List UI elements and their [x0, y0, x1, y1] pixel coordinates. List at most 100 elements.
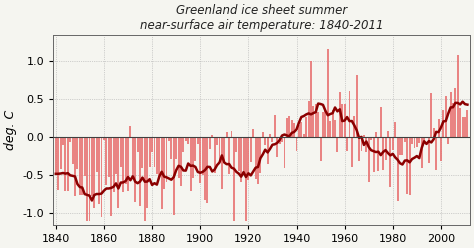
Bar: [120, 137, 122, 166]
Bar: [288, 116, 290, 137]
Bar: [201, 137, 204, 175]
Bar: [129, 126, 131, 137]
Bar: [105, 137, 107, 185]
Bar: [214, 137, 216, 173]
Bar: [137, 137, 138, 152]
Bar: [178, 137, 180, 178]
Bar: [329, 121, 331, 137]
Bar: [397, 137, 399, 201]
Bar: [57, 137, 59, 190]
Bar: [209, 137, 211, 149]
Bar: [190, 137, 191, 191]
Bar: [274, 115, 276, 137]
Bar: [264, 137, 266, 145]
Bar: [317, 112, 319, 137]
Bar: [272, 137, 273, 142]
Bar: [327, 49, 329, 137]
Bar: [428, 137, 430, 163]
Bar: [216, 137, 218, 145]
Bar: [384, 137, 386, 160]
Bar: [312, 106, 314, 137]
Bar: [341, 104, 343, 137]
Bar: [255, 137, 256, 179]
Bar: [455, 88, 456, 137]
Bar: [377, 137, 379, 171]
Bar: [450, 92, 452, 137]
Bar: [430, 93, 432, 137]
Bar: [339, 92, 341, 137]
Bar: [351, 137, 353, 167]
Bar: [322, 112, 324, 137]
Bar: [100, 137, 102, 217]
Bar: [353, 116, 355, 137]
Bar: [324, 111, 327, 137]
Bar: [243, 137, 245, 172]
Bar: [276, 137, 278, 157]
Bar: [406, 137, 408, 194]
Bar: [134, 137, 136, 202]
Bar: [113, 137, 115, 192]
Bar: [257, 137, 259, 184]
Bar: [233, 137, 235, 221]
Bar: [419, 137, 420, 143]
Bar: [84, 137, 86, 176]
Title: Greenland ice sheet summer
near-surface air temperature: 1840-2011: Greenland ice sheet summer near-surface …: [140, 4, 383, 32]
Bar: [319, 137, 321, 161]
Bar: [380, 107, 382, 137]
Bar: [421, 137, 423, 168]
Bar: [399, 137, 401, 155]
Bar: [416, 137, 418, 147]
Bar: [211, 135, 213, 137]
Bar: [462, 117, 464, 137]
Bar: [194, 137, 196, 161]
Bar: [127, 137, 129, 191]
Bar: [247, 137, 249, 181]
Bar: [197, 137, 199, 144]
Bar: [76, 137, 78, 169]
Bar: [93, 137, 95, 208]
Bar: [337, 137, 338, 152]
Bar: [221, 137, 223, 189]
Bar: [161, 137, 163, 209]
Bar: [334, 120, 336, 137]
Bar: [89, 137, 91, 221]
Bar: [173, 137, 175, 215]
Bar: [344, 104, 346, 137]
Bar: [411, 137, 413, 144]
Bar: [401, 137, 403, 155]
Bar: [464, 117, 466, 137]
Bar: [165, 137, 167, 182]
Bar: [55, 137, 57, 174]
Bar: [151, 137, 153, 152]
Bar: [144, 137, 146, 221]
Bar: [91, 137, 93, 196]
Bar: [62, 137, 64, 145]
Bar: [238, 137, 240, 171]
Bar: [363, 135, 365, 137]
Bar: [426, 137, 428, 138]
Bar: [452, 103, 454, 137]
Bar: [252, 129, 254, 137]
Bar: [296, 137, 298, 152]
Bar: [365, 137, 367, 152]
Bar: [447, 137, 449, 144]
Bar: [236, 137, 237, 152]
Bar: [204, 137, 206, 200]
Y-axis label: deg. C: deg. C: [4, 110, 17, 150]
Bar: [187, 137, 189, 144]
Bar: [457, 55, 459, 137]
Bar: [259, 137, 261, 173]
Bar: [132, 137, 134, 175]
Bar: [207, 137, 209, 203]
Bar: [281, 137, 283, 143]
Bar: [356, 74, 358, 137]
Bar: [110, 137, 112, 216]
Bar: [86, 137, 88, 221]
Bar: [69, 137, 71, 143]
Bar: [115, 137, 117, 174]
Bar: [96, 137, 98, 172]
Bar: [141, 137, 144, 168]
Bar: [423, 137, 425, 142]
Bar: [267, 137, 269, 164]
Bar: [146, 137, 148, 208]
